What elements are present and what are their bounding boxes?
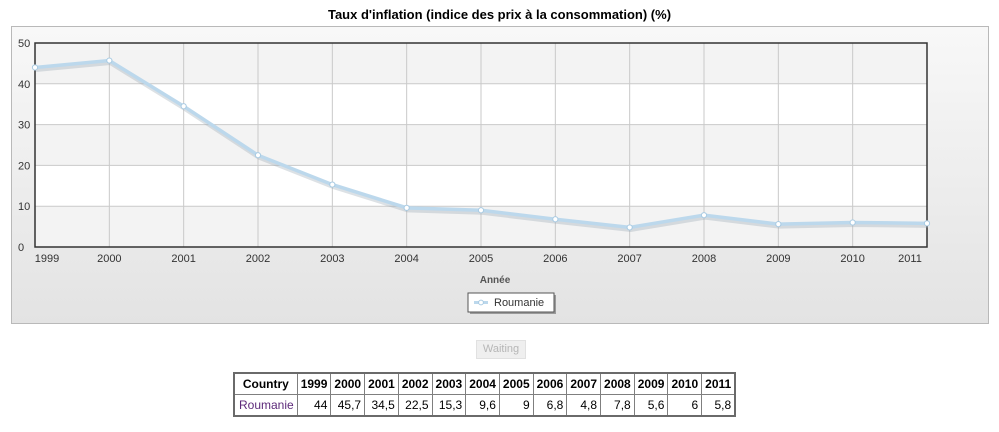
year-header: 2006 (532, 372, 568, 395)
table-cell: 9,6 (465, 394, 500, 417)
year-header: 2011 (701, 372, 736, 395)
x-tick-label: 2003 (320, 253, 344, 265)
data-point (700, 212, 708, 219)
x-axis-title: Année (480, 275, 511, 286)
table-cell: 15,3 (431, 394, 467, 417)
table-cell: 5,6 (633, 394, 669, 417)
line-chart: 0 10 20 30 40 50 1999 2000 2001 2002 2003 2004 2005 2… (18, 38, 931, 314)
x-tick-label: 1999 (35, 253, 59, 265)
year-header: 2004 (465, 372, 500, 395)
x-tick-label: 2001 (171, 253, 195, 265)
table-cell: 6 (667, 394, 703, 417)
data-point (254, 152, 262, 159)
data-point (31, 64, 39, 71)
x-tick-label: 2007 (617, 253, 641, 265)
y-tick-label: 20 (18, 160, 30, 172)
year-header: 2003 (431, 372, 467, 395)
data-point (477, 207, 485, 214)
legend-label: Roumanie (494, 297, 544, 309)
x-tick-label: 2006 (543, 253, 567, 265)
table-cell: 45,7 (330, 394, 366, 417)
x-tick-label: 2011 (898, 253, 922, 265)
year-header: 2000 (330, 372, 366, 395)
legend-swatch-marker (478, 299, 484, 306)
data-point (106, 57, 113, 64)
x-tick-label: 2005 (469, 253, 493, 265)
table-cell: 4,8 (566, 394, 602, 417)
chart-title: Taux d'inflation (indice des prix à la c… (327, 7, 672, 22)
data-point (775, 221, 782, 228)
table-cell: 6,8 (532, 394, 568, 417)
y-tick-label: 10 (18, 201, 30, 213)
table-cell: 5,8 (701, 394, 736, 417)
year-header: 2008 (600, 372, 635, 395)
year-header: 2002 (397, 372, 433, 395)
country-link[interactable]: Roumanie (233, 394, 298, 417)
legend-box (467, 292, 555, 313)
y-tick-label: 50 (18, 38, 30, 50)
year-header: 2005 (498, 372, 534, 395)
year-header: 2009 (633, 372, 669, 395)
x-tick-label: 2008 (692, 253, 716, 265)
year-header: 1999 (296, 372, 332, 395)
y-tick-label: 40 (18, 79, 30, 91)
table-cell: 34,5 (364, 394, 399, 417)
x-tick-label: 2004 (394, 253, 418, 265)
x-tick-label: 2009 (766, 253, 790, 265)
data-point (329, 181, 336, 188)
table-cell: 22,5 (397, 394, 433, 417)
table-cell: 7,8 (600, 394, 635, 417)
year-header: 2007 (566, 372, 602, 395)
data-table: Country 1999 2000 2001 2002 2003 2004 2005 2006… (233, 372, 737, 417)
table-cell: 44 (296, 394, 332, 417)
table-row: Roumanie 44 45,7 34,5 22,5 15,3 9,6 9 6,8 4,8 7,8 5… (233, 394, 736, 417)
x-tick-label: 2000 (97, 253, 121, 265)
data-point (626, 224, 633, 231)
data-point (923, 220, 931, 227)
plot-frame (34, 42, 928, 248)
chart-panel: 0 10 20 30 40 50 1999 2000 2001 2002 2003 2004 2005 2… (11, 26, 989, 324)
table-header-row: Country 1999 2000 2001 2002 2003 2004 2005 2006… (233, 372, 736, 395)
data-point (849, 219, 856, 226)
data-point (180, 103, 187, 110)
country-header: Country (233, 372, 298, 395)
x-tick-label: 2010 (840, 253, 864, 265)
year-header: 2001 (364, 372, 399, 395)
data-point (403, 204, 410, 211)
y-tick-label: 30 (18, 120, 30, 132)
data-point (552, 216, 559, 223)
y-tick-label: 0 (18, 242, 24, 254)
x-tick-label: 2002 (246, 253, 270, 265)
waiting-button[interactable]: Waiting (476, 340, 526, 359)
year-header: 2010 (667, 372, 703, 395)
table-cell: 9 (498, 394, 534, 417)
